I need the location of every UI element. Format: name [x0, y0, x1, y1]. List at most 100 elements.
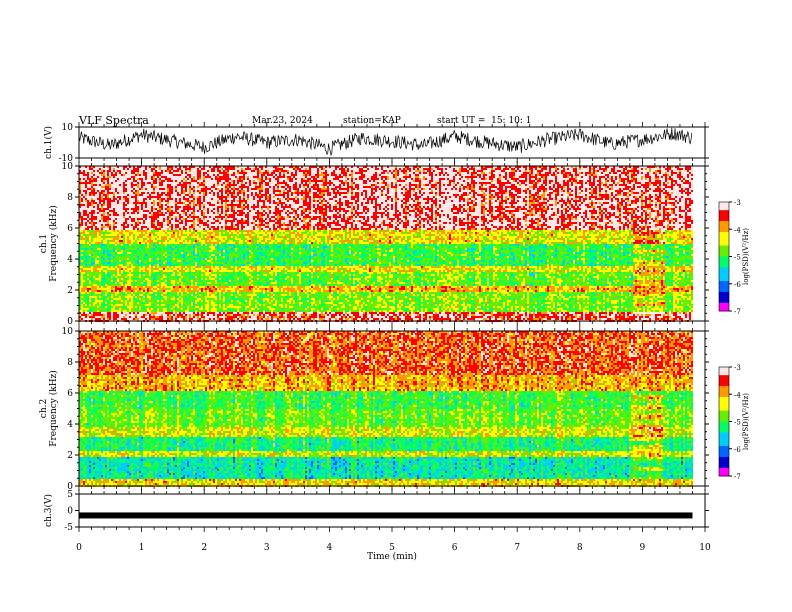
spectrogram-cell: [129, 232, 131, 234]
spectrogram-cell: [133, 278, 135, 280]
spectrogram-cell: [129, 314, 131, 316]
spectrogram-cell: [97, 248, 99, 250]
spectrogram-cell: [83, 288, 85, 290]
spectrogram-cell: [111, 284, 113, 286]
spectrogram-cell: [115, 182, 117, 184]
spectrogram-cell: [141, 294, 143, 296]
spectrogram-cell: [141, 288, 143, 290]
spectrogram-cell: [119, 238, 121, 240]
spectrogram-cell: [127, 316, 129, 318]
spectrogram-cell: [83, 168, 85, 170]
spectrogram-cell: [105, 216, 107, 218]
spectrogram-cell: [141, 284, 143, 286]
spectrogram-cell: [113, 216, 115, 218]
spectrogram-cell: [115, 224, 117, 226]
spectrogram-cell: [89, 310, 91, 312]
spectrogram-cell: [85, 306, 87, 308]
spectrogram-cell: [91, 312, 93, 314]
spectrogram-cell: [117, 202, 119, 204]
spectrogram-cell: [129, 318, 131, 320]
spectrogram-cell: [141, 170, 143, 172]
spectrogram-cell: [99, 268, 101, 270]
spectrogram-cell: [87, 242, 89, 244]
spectrogram-cell: [139, 194, 141, 196]
spectrogram-cell: [145, 312, 147, 314]
spectrogram-cell: [83, 182, 85, 184]
spectrogram-cell: [135, 264, 137, 266]
spectrogram-cell: [123, 292, 125, 294]
spectrogram-cell: [89, 278, 91, 280]
spectrogram-cell: [135, 304, 137, 306]
spectrogram-cell: [111, 290, 113, 292]
spectrogram-cell: [113, 300, 115, 302]
spectrogram-cell: [129, 280, 131, 282]
spectrogram-cell: [123, 192, 125, 194]
spectrogram-cell: [87, 308, 89, 310]
spectrogram-cell: [107, 300, 109, 302]
spectrogram-cell: [105, 312, 107, 314]
spectrogram-cell: [141, 216, 143, 218]
spectrogram-cell: [97, 302, 99, 304]
spectrogram-cell: [91, 236, 93, 238]
spectrogram-cell: [133, 174, 135, 176]
spectrogram-cell: [107, 246, 109, 248]
spectrogram-cell: [127, 214, 129, 216]
spectrogram-cell: [135, 212, 137, 214]
spectrogram-cell: [83, 220, 85, 222]
spectrogram-cell: [125, 290, 127, 292]
spectrogram-cell: [123, 260, 125, 262]
spectrogram-cell: [115, 172, 117, 174]
spectrogram-cell: [93, 192, 95, 194]
spectrogram-cell: [113, 220, 115, 222]
spectrogram-cell: [103, 232, 105, 234]
spectrogram-cell: [85, 314, 87, 316]
spectrogram-cell: [89, 254, 91, 256]
spectrogram-cell: [83, 224, 85, 226]
spectrogram-cell: [91, 258, 93, 260]
spectrogram-cell: [119, 296, 121, 298]
spectrogram-cell: [91, 302, 93, 304]
spectrogram-cell: [115, 280, 117, 282]
spectrogram-cell: [119, 240, 121, 242]
spectrogram-cell: [107, 240, 109, 242]
spectrogram-cell: [131, 290, 133, 292]
spectrogram-cell: [141, 298, 143, 300]
spectrogram-cell: [93, 196, 95, 198]
spectrogram-cell: [125, 194, 127, 196]
spectrogram-cell: [145, 214, 147, 216]
spectrogram-cell: [99, 266, 101, 268]
spectrogram-cell: [81, 292, 83, 294]
spectrogram-cell: [121, 174, 123, 176]
spectrogram-cell: [119, 290, 121, 292]
spectrogram-cell: [111, 184, 113, 186]
spectrogram-cell: [113, 194, 115, 196]
spectrogram-cell: [145, 200, 147, 202]
spectrogram-cell: [99, 184, 101, 186]
spectrogram-cell: [89, 276, 91, 278]
spectrogram-cell: [137, 206, 139, 208]
spectrogram-cell: [119, 236, 121, 238]
spectrogram-cell: [131, 252, 133, 254]
spectrogram-cell: [89, 260, 91, 262]
spectrogram-cell: [117, 314, 119, 316]
spectrogram-cell: [125, 242, 127, 244]
spectrogram-cell: [87, 234, 89, 236]
spectrogram-cell: [119, 294, 121, 296]
spectrogram-cell: [139, 258, 141, 260]
spectrogram-cell: [97, 294, 99, 296]
spectrogram-cell: [81, 190, 83, 192]
spectrogram-cell: [93, 214, 95, 216]
spectrogram-cell: [109, 278, 111, 280]
spectrogram-cell: [139, 274, 141, 276]
spectrogram-cell: [127, 246, 129, 248]
spectrogram-cell: [115, 202, 117, 204]
spectrogram-cell: [89, 298, 91, 300]
spectrogram-cell: [81, 236, 83, 238]
spectrogram-cell: [143, 170, 145, 172]
spectrogram-cell: [111, 244, 113, 246]
spectrogram-cell: [143, 210, 145, 212]
spectrogram-cell: [107, 226, 109, 228]
spectrogram-cell: [85, 226, 87, 228]
spectrogram-cell: [123, 212, 125, 214]
spectrogram-cell: [105, 264, 107, 266]
